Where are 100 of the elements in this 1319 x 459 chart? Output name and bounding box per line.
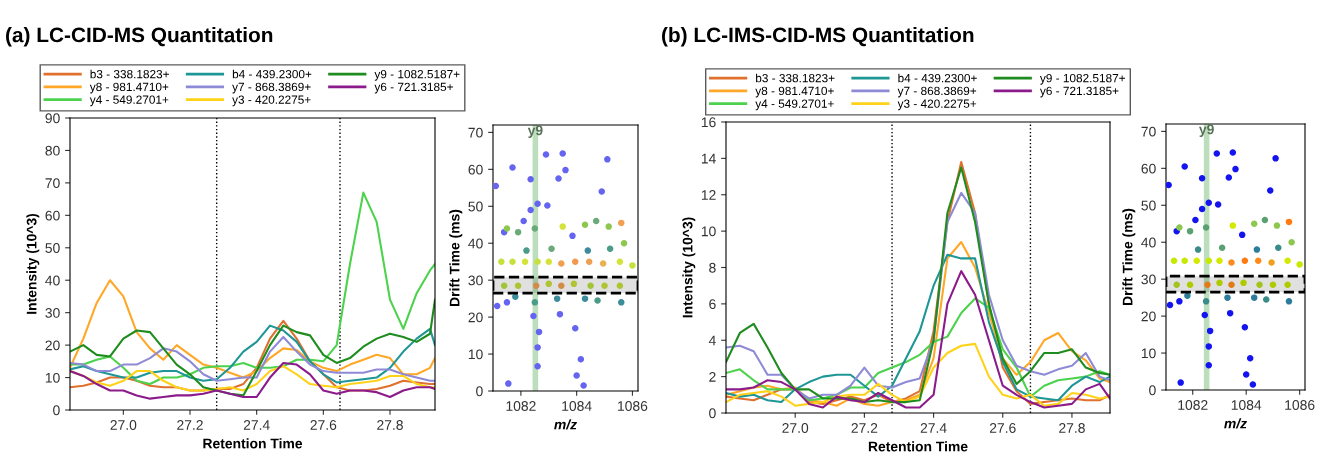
point	[1284, 281, 1291, 288]
point	[1268, 259, 1275, 266]
point	[1186, 281, 1194, 288]
legend-label: y8 - 981.4710+	[755, 86, 834, 98]
y-axis-title: Drift Time (ms)	[449, 209, 463, 306]
point	[1213, 150, 1221, 157]
point	[1176, 298, 1183, 305]
y-tick-label: 20	[468, 312, 483, 323]
legend-label: b3 - 338.1823+	[90, 69, 169, 79]
point	[1246, 354, 1254, 362]
y-tick-label: 60	[468, 164, 483, 175]
chart-title: (b) LC-IMS-CID-MS Quantitation	[662, 27, 974, 47]
point	[1296, 261, 1303, 268]
point	[1253, 246, 1261, 253]
point	[592, 217, 600, 225]
x-tick-label: 27.8	[377, 420, 403, 430]
legend-label: y6 - 721.3185+	[374, 82, 453, 94]
point	[1285, 298, 1293, 305]
y-tick-label: 20	[1141, 311, 1156, 322]
point	[534, 362, 541, 370]
point	[1202, 298, 1210, 305]
point	[570, 280, 578, 288]
y-tick-label: 30	[45, 308, 60, 318]
point	[493, 182, 500, 190]
point	[534, 344, 541, 351]
y-tick-label: 70	[468, 127, 483, 138]
point	[1205, 343, 1213, 350]
point	[527, 206, 534, 214]
point	[1205, 361, 1213, 369]
point	[500, 282, 508, 289]
point	[545, 280, 553, 288]
point	[530, 312, 537, 320]
line-series	[726, 297, 1110, 402]
point	[1204, 281, 1211, 288]
point	[1184, 292, 1191, 300]
legend-label: y8 - 981.4710+	[89, 82, 169, 94]
point	[548, 245, 555, 253]
point	[555, 175, 562, 182]
point	[1256, 281, 1263, 288]
point	[605, 223, 612, 230]
point	[1202, 224, 1210, 231]
x-tick-label: 27.6	[989, 423, 1016, 433]
point	[534, 200, 541, 207]
point	[572, 324, 579, 332]
y-tick-label: 14	[701, 153, 716, 164]
point	[585, 258, 593, 265]
point	[503, 225, 511, 232]
point	[1249, 381, 1257, 388]
point	[1194, 246, 1202, 253]
point	[509, 258, 516, 265]
point	[1224, 294, 1231, 301]
point	[1181, 257, 1188, 264]
point	[1284, 257, 1291, 264]
point	[1272, 155, 1279, 162]
point	[562, 166, 569, 174]
point	[1229, 149, 1237, 156]
y-tick-label: 10	[1141, 348, 1156, 359]
point	[1261, 216, 1269, 224]
point	[572, 258, 579, 265]
y-tick-label: 80	[45, 145, 60, 156]
y-tick-label: 50	[1141, 200, 1156, 211]
point	[1216, 279, 1223, 287]
point	[498, 258, 505, 265]
y-tick-label: 10	[468, 349, 483, 360]
x-tick-label: 27.2	[177, 420, 203, 430]
point	[514, 228, 522, 236]
y-tick-label: 50	[45, 243, 60, 253]
point	[580, 382, 587, 389]
legend-label: y9 - 1082.5187+	[1039, 73, 1125, 85]
point	[573, 372, 580, 379]
point	[1275, 244, 1282, 252]
point	[1181, 163, 1188, 170]
legend-label: y6 - 721.3185+	[1039, 86, 1119, 98]
point	[1228, 281, 1235, 288]
point	[542, 151, 550, 158]
y-tick-label: 30	[1141, 274, 1156, 285]
point	[606, 245, 614, 253]
point	[1205, 199, 1213, 206]
point	[1285, 218, 1293, 226]
point	[620, 239, 628, 247]
legend-label: y7 - 868.3869+	[897, 86, 977, 98]
point	[1229, 222, 1237, 229]
point	[527, 176, 534, 183]
x-axis-title: m/z	[1224, 418, 1247, 429]
point	[553, 295, 561, 302]
point	[1216, 257, 1223, 264]
point	[1269, 281, 1277, 288]
point	[558, 282, 565, 289]
point	[509, 164, 516, 171]
x-axis-title: m/z	[554, 419, 577, 430]
y-tick-label: 40	[45, 275, 60, 286]
point	[581, 295, 589, 302]
point	[1218, 244, 1226, 252]
x-tick-label: 1086	[1285, 400, 1315, 410]
y-tick-label: 10	[45, 372, 60, 383]
point	[1214, 201, 1222, 208]
point	[584, 247, 592, 254]
point	[1250, 294, 1258, 301]
y-axis-title: Drift Time (ms)	[1122, 208, 1136, 305]
legend-label: y7 - 868.3869+	[232, 82, 311, 94]
